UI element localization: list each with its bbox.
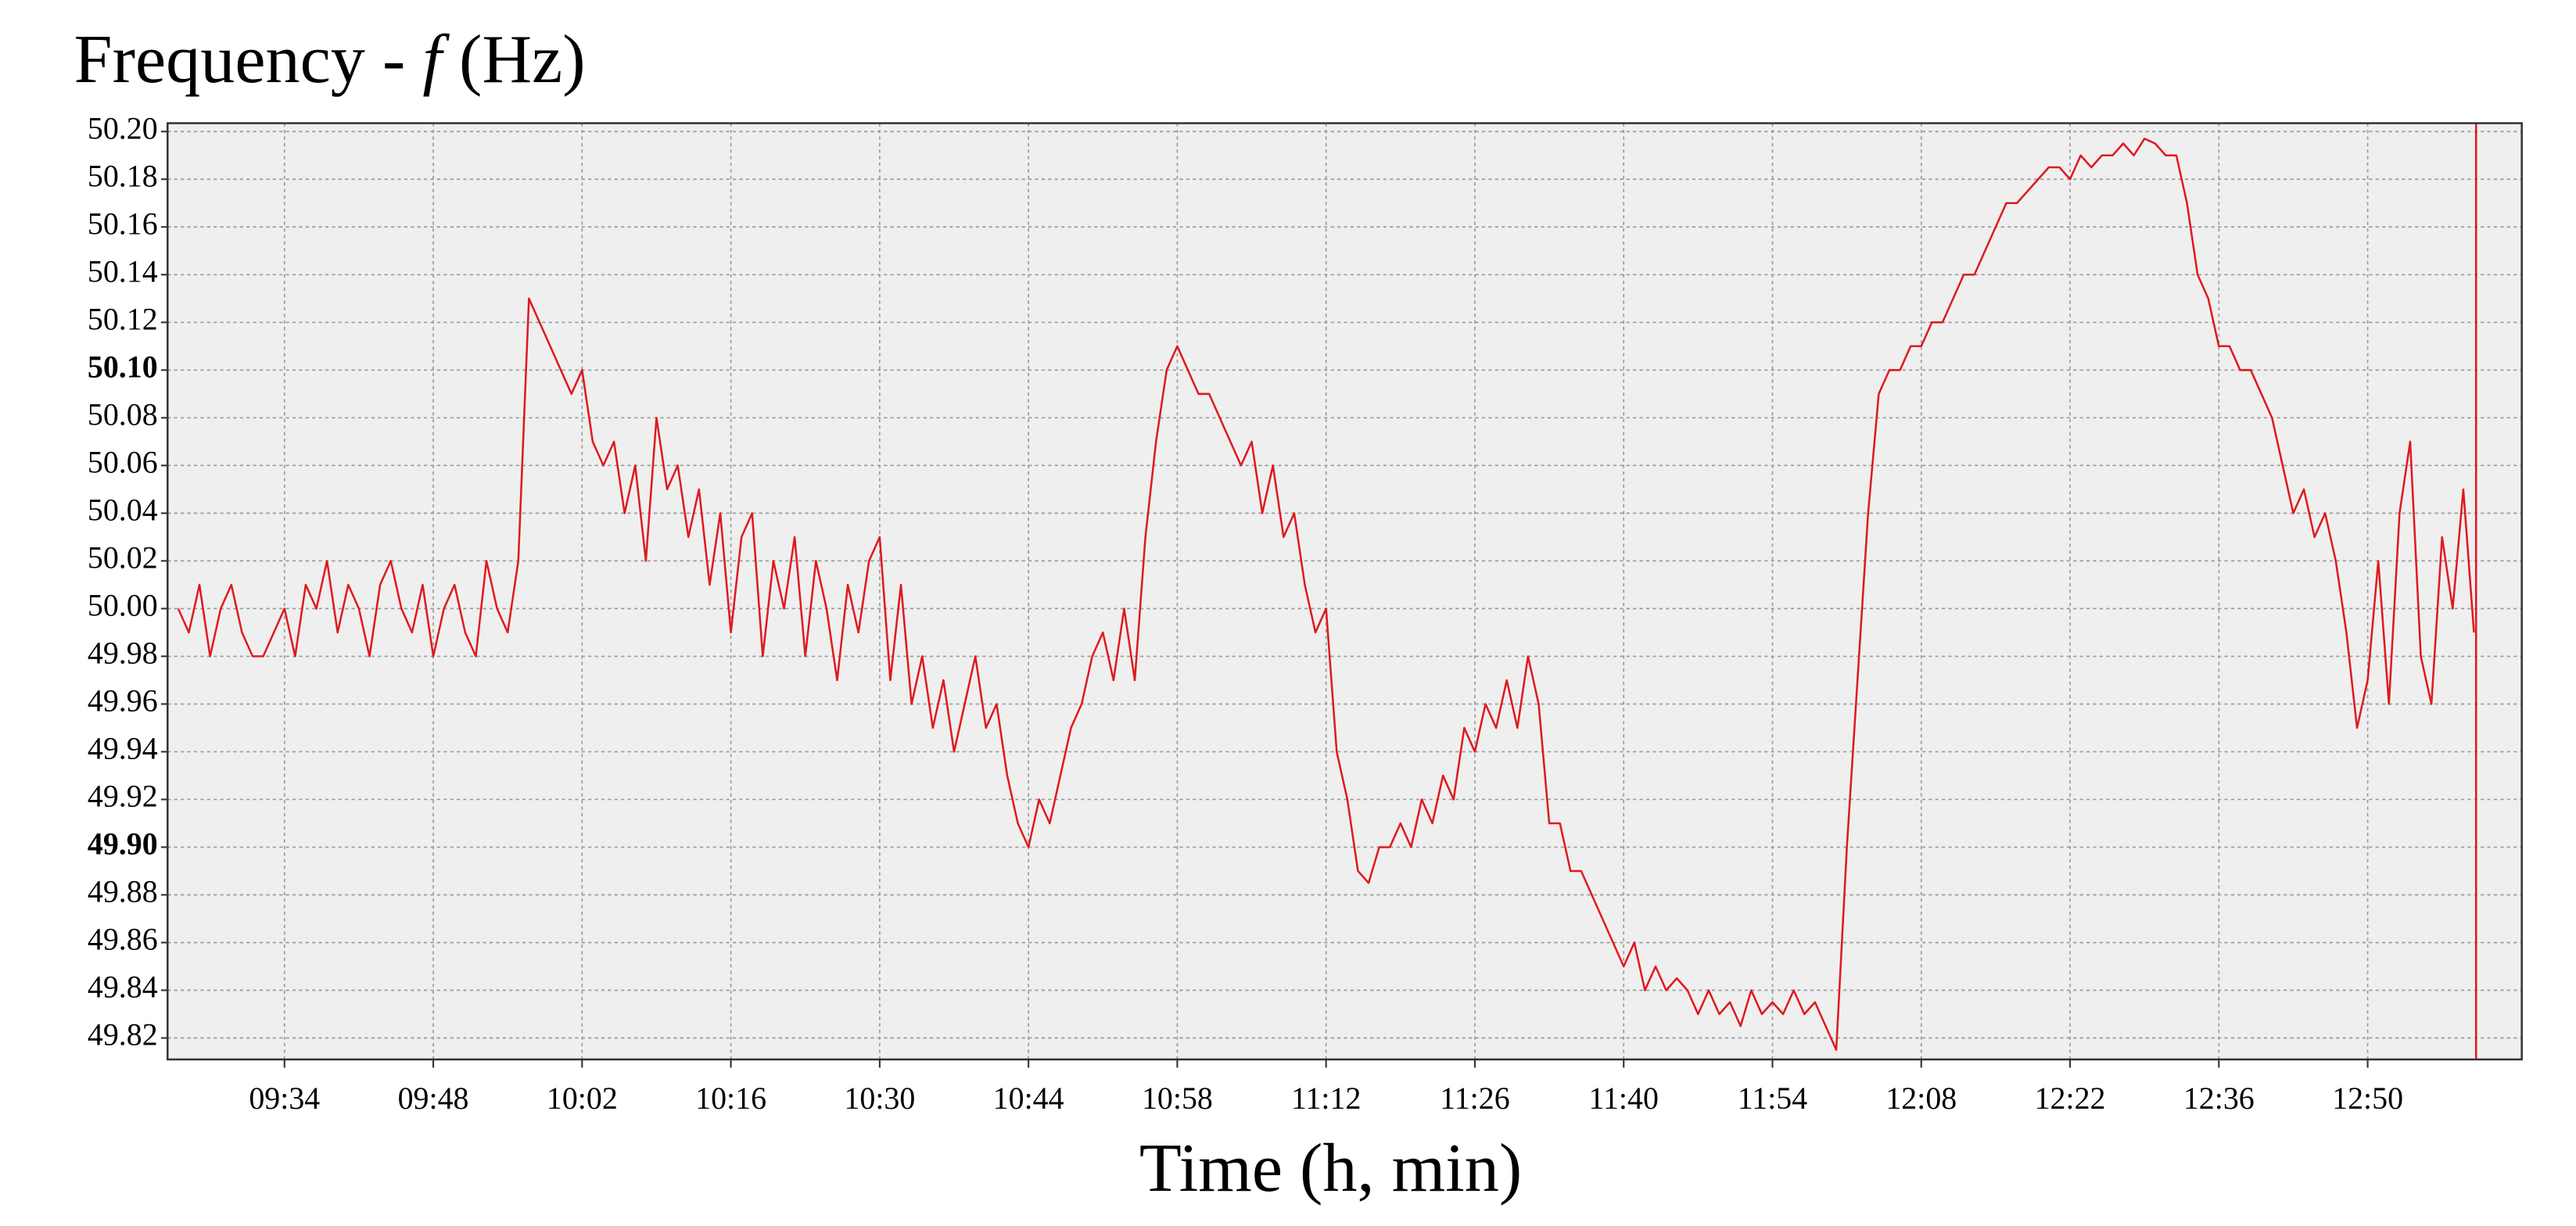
y-tick-label: 50.06	[88, 444, 158, 479]
y-tick-label: 50.18	[88, 158, 158, 193]
y-tick-label: 50.14	[88, 253, 158, 289]
x-tick-label: 12:36	[2183, 1081, 2255, 1116]
x-tick-label: 11:12	[1291, 1081, 1361, 1116]
x-tick-label: 10:58	[1142, 1081, 1213, 1116]
title-text: Frequency -	[74, 21, 406, 98]
y-tick-label: 49.82	[88, 1017, 158, 1052]
y-tick-label: 49.92	[88, 779, 158, 814]
y-tick-label: 50.20	[88, 110, 158, 145]
title-unit: (Hz)	[459, 21, 586, 98]
y-tick-label: 49.94	[88, 731, 158, 766]
y-tick-label: 49.96	[88, 683, 158, 719]
x-tick-label: 09:34	[249, 1081, 320, 1116]
y-tick-label: 50.00	[88, 588, 158, 623]
x-axis-label: Time (h, min)	[1139, 1130, 1522, 1206]
y-tick-label: 49.84	[88, 970, 158, 1005]
y-tick-label: 50.08	[88, 396, 158, 432]
x-tick-label: 09:48	[398, 1081, 469, 1116]
chart-title: Frequency - f (Hz)	[74, 21, 586, 98]
x-tick-label: 11:26	[1440, 1081, 1509, 1116]
plot-layer	[160, 123, 2522, 1068]
plot-border	[167, 122, 2523, 1061]
y-tick-label: 50.10	[88, 349, 158, 384]
plot-area	[167, 123, 2522, 1059]
title-symbol: f	[422, 21, 450, 98]
x-tick-label: 10:02	[547, 1081, 618, 1116]
x-tick-label: 10:30	[844, 1081, 915, 1116]
x-tick-label: 12:22	[2035, 1081, 2106, 1116]
x-tick-label: 12:50	[2332, 1081, 2403, 1116]
y-tick-label: 49.90	[88, 826, 158, 862]
x-tick-label: 12:08	[1885, 1081, 1957, 1116]
y-tick-label: 50.02	[88, 540, 158, 575]
y-tick-label: 49.98	[88, 636, 158, 671]
y-tick-label: 50.12	[88, 301, 158, 336]
x-tick-label: 10:16	[695, 1081, 766, 1116]
x-tick-label: 11:40	[1589, 1081, 1659, 1116]
y-tick-label: 49.86	[88, 922, 158, 957]
frequency-line	[177, 138, 2475, 1052]
y-tick-label: 50.16	[88, 206, 158, 241]
y-tick-label: 50.04	[88, 493, 158, 528]
y-tick-label: 49.88	[88, 874, 158, 909]
x-tick-label: 11:54	[1738, 1081, 1807, 1116]
x-tick-label: 10:44	[993, 1081, 1064, 1116]
